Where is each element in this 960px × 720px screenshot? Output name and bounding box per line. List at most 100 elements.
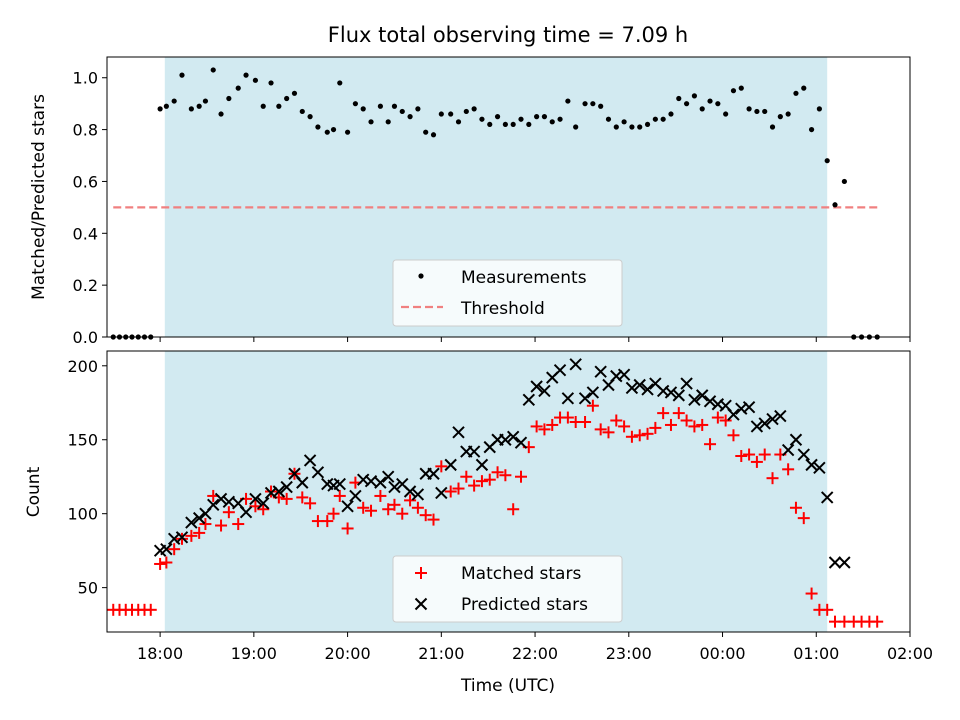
predicted-star-point <box>805 458 818 472</box>
measurement-point <box>163 103 169 109</box>
bottom-panel: 18:00 19:00 20:00 21:00 22:00 23:00 00:00 01:00… <box>24 350 933 696</box>
cross-b <box>514 436 528 449</box>
matched-star-point <box>419 509 432 522</box>
measurement-point <box>415 106 421 112</box>
measurement-point <box>637 124 643 130</box>
predicted-star-point <box>789 433 803 446</box>
chart-title: Flux total observing time = 7.09 h <box>328 23 688 47</box>
cross-b <box>696 389 709 402</box>
bottom-y-tick-label: 150 <box>67 431 98 450</box>
matched-star-point <box>144 603 157 616</box>
measurement-point <box>518 116 524 122</box>
predicted-star-point <box>820 491 834 504</box>
measurement-point <box>226 95 232 102</box>
matched-star-point <box>594 423 607 436</box>
matched-star-point <box>411 501 424 514</box>
top-legend: Measurements Threshold <box>392 259 623 327</box>
matched-star-point <box>719 414 732 427</box>
measurement-point <box>502 121 508 128</box>
measurement-point <box>344 129 351 135</box>
predicted-star-point <box>742 400 756 414</box>
predicted-star-point <box>411 488 425 501</box>
predicted-star-point <box>467 445 481 458</box>
predicted-star-point <box>381 470 395 483</box>
top-y-tick-label: 1.0 <box>73 69 98 88</box>
measurement-point <box>785 111 791 117</box>
predicted-star-point <box>388 480 401 494</box>
predicted-star-point <box>214 492 228 506</box>
predicted-star-point <box>427 467 440 480</box>
matched-star-point <box>232 518 245 531</box>
matched-star-point <box>530 420 543 433</box>
predicted-star-point <box>569 358 582 371</box>
predicted-star-point <box>625 381 639 395</box>
matched-star-point <box>789 501 802 514</box>
cross-b <box>672 389 685 402</box>
matched-star-point <box>602 426 615 439</box>
matched-star-point <box>444 485 457 498</box>
predicted-star-point <box>781 443 795 457</box>
predicted-star-point <box>553 364 567 377</box>
matched-star-point <box>758 448 771 461</box>
measurement-point <box>368 119 374 125</box>
measurement-point <box>463 108 469 115</box>
predicted-star-point <box>586 386 600 399</box>
predicted-star-point <box>680 377 693 390</box>
matched-star-point <box>199 518 212 531</box>
measurement-point <box>196 103 202 109</box>
measurement-point <box>598 103 604 109</box>
predicted-star-point <box>249 492 262 506</box>
measurement-point <box>385 119 391 125</box>
measurement-point <box>330 126 337 133</box>
cross-b <box>288 467 301 480</box>
measurement-point <box>715 101 721 107</box>
matched-star-point <box>396 507 409 520</box>
matched-star-point <box>871 615 884 628</box>
measurement-point <box>668 111 674 117</box>
matched-star-point <box>388 498 401 511</box>
predicted-star-point <box>403 485 417 498</box>
measurement-point <box>769 124 776 130</box>
measurement-point <box>683 101 690 107</box>
cross-b <box>530 380 543 393</box>
cross-b <box>160 542 173 556</box>
legend-measurement-marker <box>418 273 424 279</box>
cross-b <box>578 392 592 405</box>
cross-b <box>414 597 428 611</box>
matched-star-point <box>321 515 334 528</box>
matched-star-point <box>491 466 504 479</box>
x-tick-label: 21:00 <box>418 644 464 663</box>
measurement-point <box>171 98 177 104</box>
predicted-star-point <box>349 489 362 503</box>
predicted-star-point <box>514 436 528 449</box>
predicted-star-point <box>696 389 709 402</box>
matched-stars-points <box>107 399 884 628</box>
cross-b <box>506 430 520 443</box>
matched-star-point <box>727 429 740 442</box>
matched-star-point <box>185 529 198 542</box>
measurement-point <box>644 121 651 128</box>
bottom-plot-frame <box>106 350 911 633</box>
matched-star-point <box>561 411 574 424</box>
cross-b <box>249 492 262 506</box>
cross-b <box>499 433 512 446</box>
matched-star-point <box>546 418 559 431</box>
cross-b <box>649 377 662 390</box>
cross-b <box>435 486 448 500</box>
measurement-point <box>324 129 330 135</box>
matched-star-point <box>782 463 795 476</box>
measurement-point <box>235 85 241 91</box>
matched-star-point <box>296 491 309 504</box>
x-tick-label: 19:00 <box>231 644 277 663</box>
cross-b <box>264 486 278 500</box>
cross-b <box>758 417 771 430</box>
predicted-star-point <box>341 500 354 513</box>
matched-star-point <box>483 473 496 486</box>
matched-star-point <box>468 479 481 492</box>
predicted-star-point <box>727 408 740 421</box>
cross-b <box>272 485 286 498</box>
predicted-star-point <box>435 486 448 500</box>
cross-b <box>427 467 440 480</box>
predicted-star-point <box>296 476 309 489</box>
